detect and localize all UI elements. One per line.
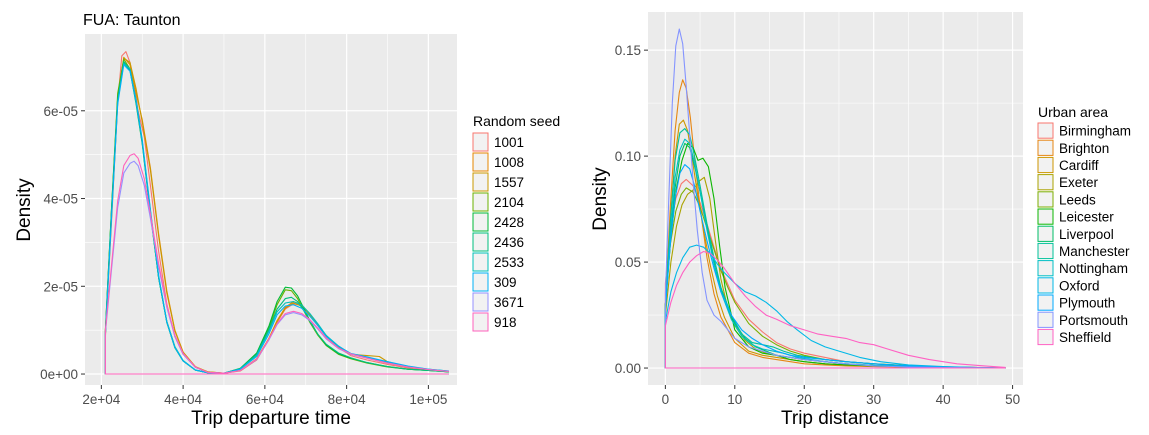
y-tick-label: 0e+00 bbox=[40, 367, 78, 382]
legend: Random seed 1001 1008 1557 2104 2428 2436 2533 3… bbox=[472, 113, 560, 332]
legend-label: 309 bbox=[494, 275, 517, 290]
legend-label: Nottingham bbox=[1059, 261, 1128, 276]
legend-key bbox=[472, 232, 489, 252]
series-line-brighton bbox=[664, 79, 1006, 369]
series-line-portsmouth bbox=[664, 28, 1006, 369]
legend-label: Brighton bbox=[1059, 141, 1109, 156]
legend-key bbox=[472, 212, 489, 232]
legend-key bbox=[1037, 328, 1054, 346]
legend-key bbox=[472, 192, 489, 212]
series-line-plymouth bbox=[664, 164, 1006, 369]
y-tick-label: 4e-05 bbox=[43, 192, 78, 207]
legend-key bbox=[472, 132, 489, 152]
legend-label: Birmingham bbox=[1059, 124, 1131, 139]
legend-key bbox=[1037, 174, 1054, 191]
legend-label: 1001 bbox=[494, 135, 524, 150]
legend-label: Oxford bbox=[1059, 278, 1100, 293]
x-tick-label: 6e+04 bbox=[246, 392, 284, 407]
x-tick-label: 20 bbox=[797, 392, 812, 407]
chart-panel-2: 0 10 20 30 40 50 0.00 0.05 0.10 0.15 Trip distance… bbox=[590, 12, 1131, 429]
y-tick-label: 0.05 bbox=[615, 255, 641, 270]
x-tick-label: 40 bbox=[936, 392, 951, 407]
x-tick-label: 8e+04 bbox=[328, 392, 366, 407]
chart-title: FUA: Taunton bbox=[83, 12, 181, 29]
legend-key bbox=[1037, 225, 1054, 242]
plot-panel bbox=[648, 12, 1023, 385]
x-tick-label: 4e+04 bbox=[164, 392, 202, 407]
legend-key bbox=[472, 152, 489, 172]
legend-label: 2104 bbox=[494, 195, 525, 210]
legend-key bbox=[1037, 242, 1054, 260]
legend-key bbox=[1037, 139, 1054, 156]
x-tick-label: 1e+05 bbox=[409, 392, 447, 407]
x-tick-label: 10 bbox=[727, 392, 742, 407]
legend-label: 1008 bbox=[494, 155, 524, 170]
x-tick-label: 50 bbox=[1005, 392, 1020, 407]
legend-label: 918 bbox=[494, 315, 517, 330]
legend-label: Cardiff bbox=[1059, 158, 1099, 173]
legend-key bbox=[1037, 277, 1054, 294]
y-tick-label: 2e-05 bbox=[43, 279, 78, 294]
y-tick-label: 6e-05 bbox=[43, 104, 78, 119]
legend-label: Portsmouth bbox=[1059, 313, 1128, 328]
chart-panel-1: 2e+04 4e+04 6e+04 8e+04 1e+05 0e+00 2e-05 4e-05… bbox=[14, 12, 560, 429]
legend-label: 2436 bbox=[494, 235, 524, 250]
y-axis-title: Density bbox=[14, 178, 35, 242]
series-line-oxford bbox=[664, 244, 1006, 369]
legend-key bbox=[472, 272, 489, 292]
legend-label: Manchester bbox=[1059, 244, 1130, 259]
legend-label: 1557 bbox=[494, 175, 524, 190]
legend-key bbox=[1037, 208, 1054, 225]
x-axis-title: Trip distance bbox=[781, 408, 889, 429]
legend-key bbox=[472, 172, 489, 192]
x-tick-label: 2e+04 bbox=[82, 392, 120, 407]
legend-label: 2428 bbox=[494, 215, 524, 230]
legend-label: 3671 bbox=[494, 295, 524, 310]
legend-key bbox=[1037, 294, 1054, 311]
y-tick-label: 0.00 bbox=[615, 361, 641, 376]
legend-label: 2533 bbox=[494, 255, 524, 270]
legend-label: Leeds bbox=[1059, 192, 1096, 207]
legend-key bbox=[1037, 260, 1054, 277]
legend-key bbox=[472, 292, 489, 312]
legend-key bbox=[472, 252, 489, 272]
legend-label: Exeter bbox=[1059, 175, 1099, 190]
legend-label: Liverpool bbox=[1059, 227, 1114, 242]
x-tick-label: 30 bbox=[866, 392, 881, 407]
legend-key bbox=[1037, 311, 1054, 328]
legend-label: Leicester bbox=[1059, 210, 1114, 225]
legend-key bbox=[1037, 122, 1054, 139]
y-tick-label: 0.15 bbox=[615, 43, 641, 58]
x-axis-title: Trip departure time bbox=[191, 408, 351, 429]
legend-title: Urban area bbox=[1038, 104, 1108, 120]
series-line-309 bbox=[104, 64, 449, 375]
legend-key bbox=[472, 312, 489, 332]
legend-label: Plymouth bbox=[1059, 296, 1115, 311]
legend-label: Sheffield bbox=[1059, 330, 1111, 345]
legend-key bbox=[1037, 156, 1054, 174]
legend-title: Random seed bbox=[473, 113, 560, 129]
series-line-sheffield bbox=[664, 250, 1006, 369]
x-tick-label: 0 bbox=[662, 392, 670, 407]
legend: Urban area Birmingham Brighton Cardiff Exete… bbox=[1037, 104, 1131, 346]
y-axis-title: Density bbox=[590, 167, 611, 231]
plot-panel bbox=[85, 34, 457, 385]
y-tick-label: 0.10 bbox=[615, 149, 641, 164]
legend-key bbox=[1037, 191, 1054, 208]
series-line-918 bbox=[104, 153, 449, 375]
